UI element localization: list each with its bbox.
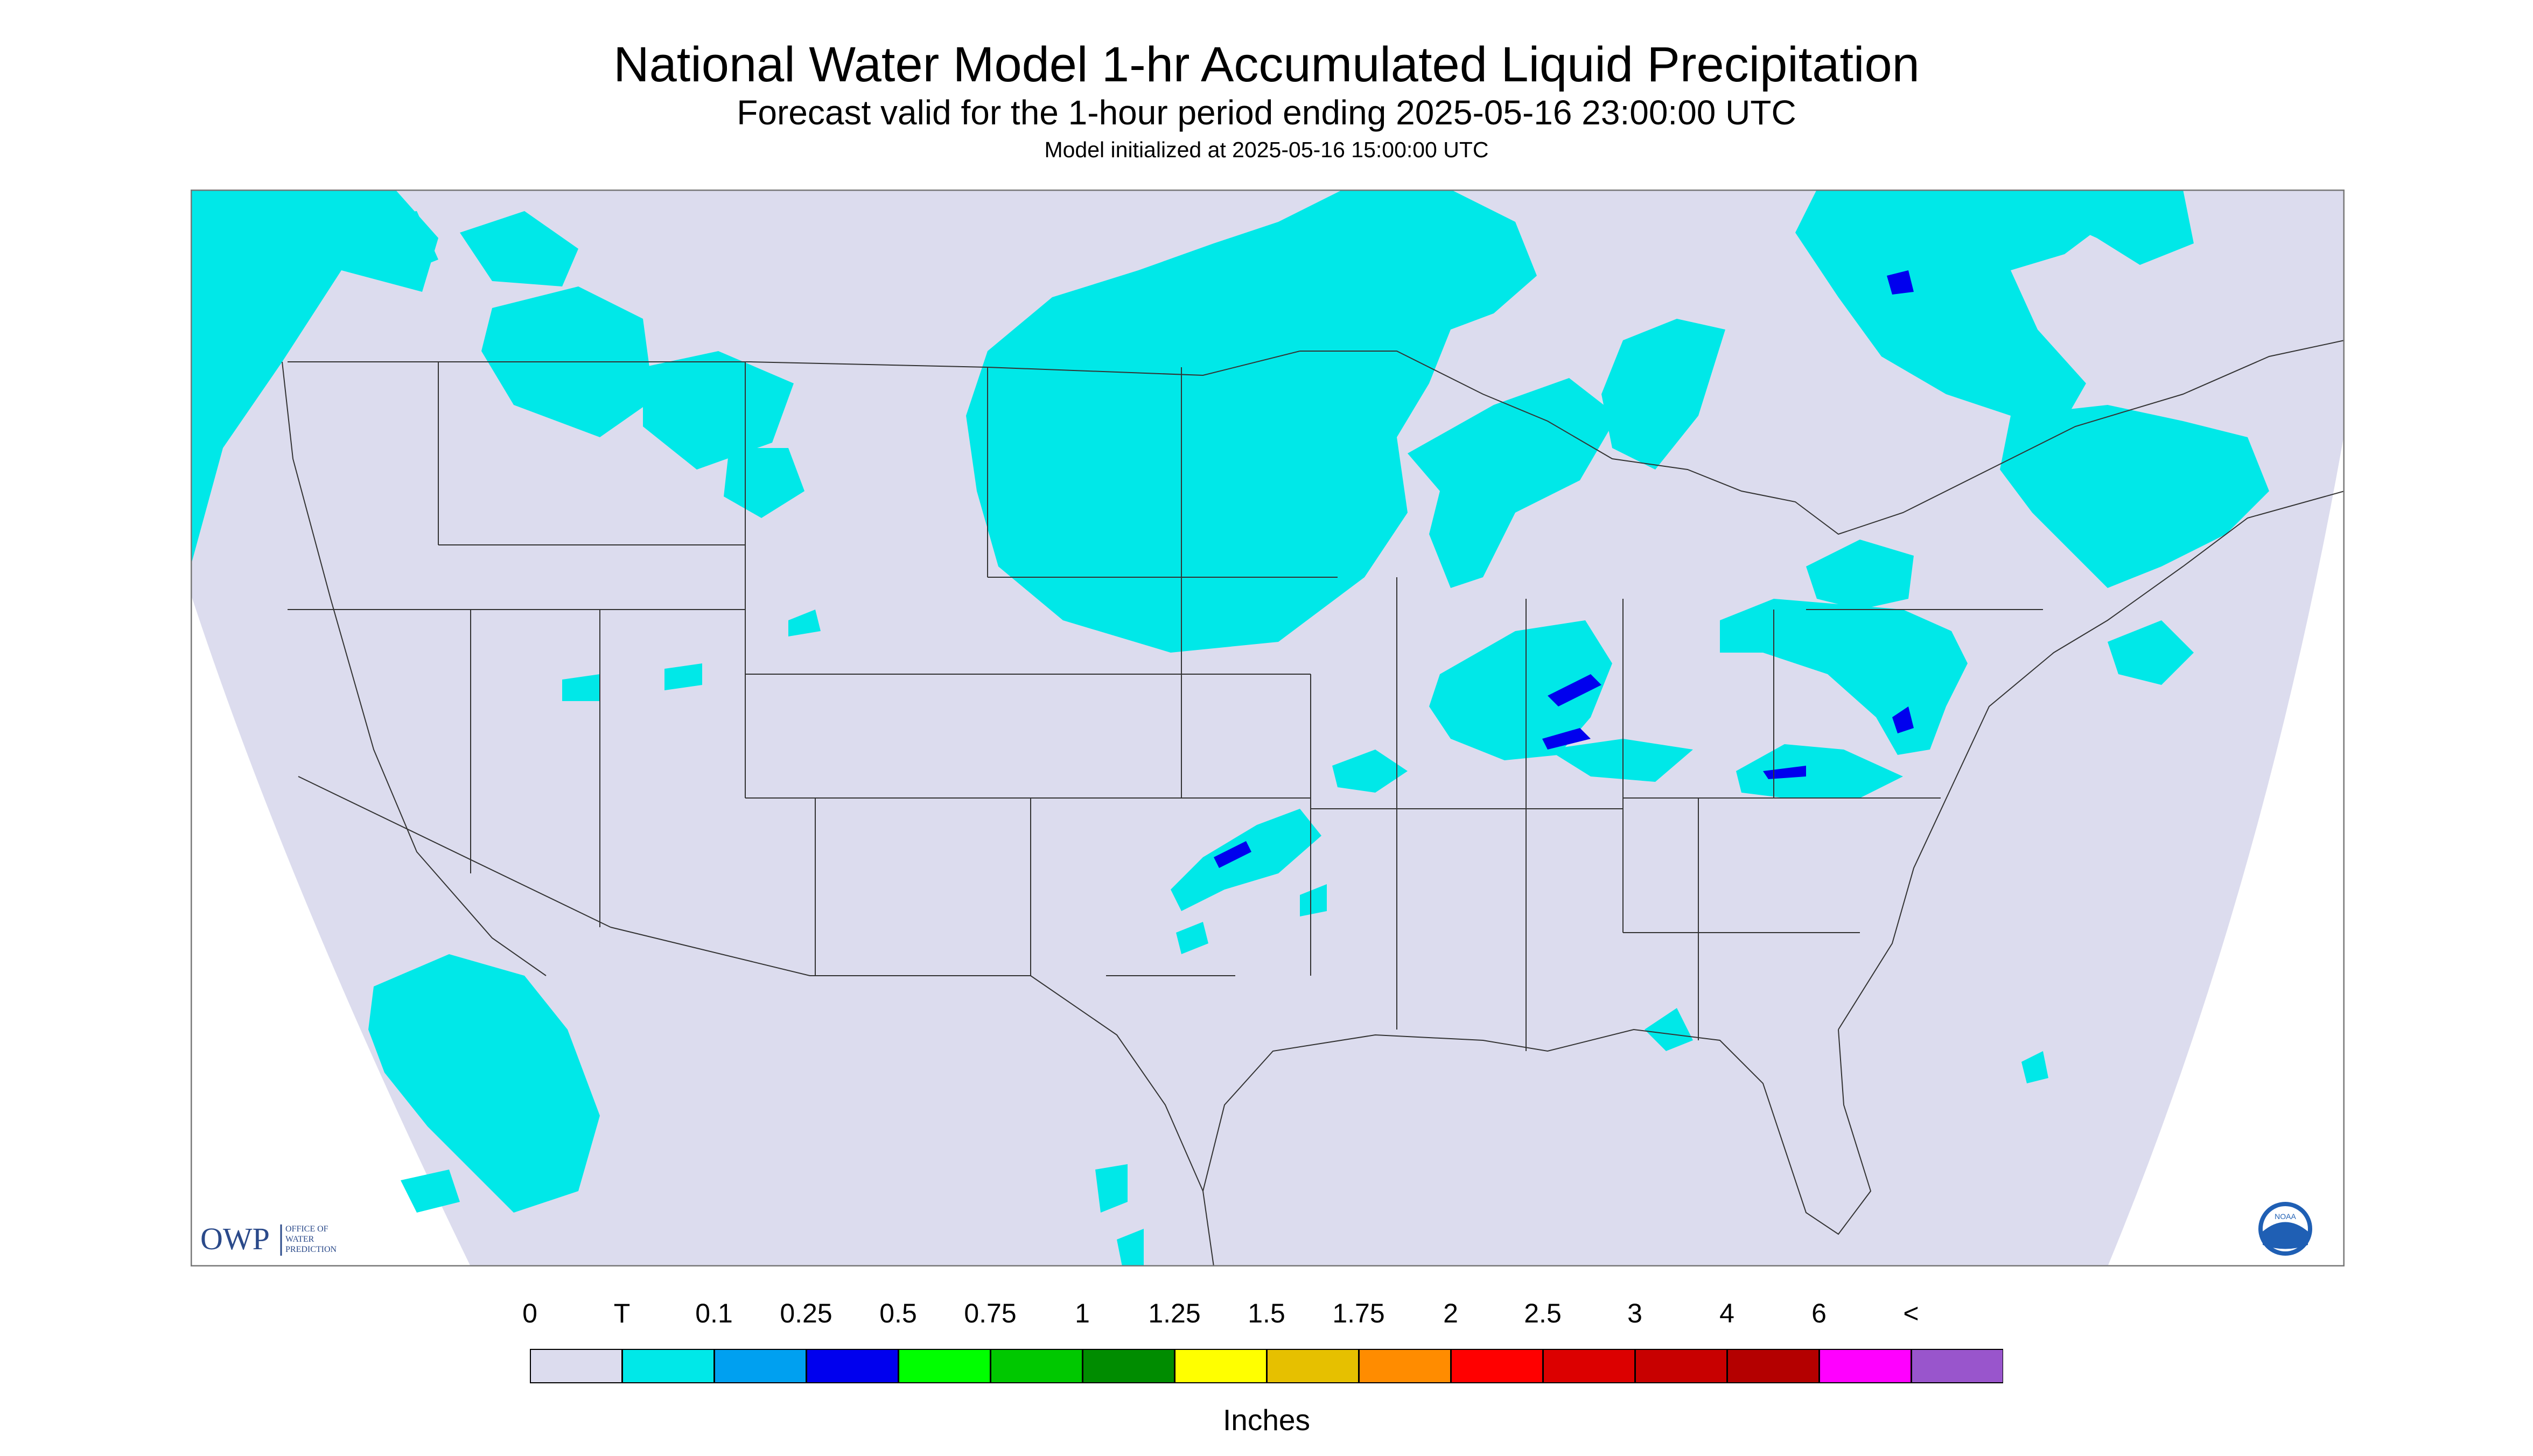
chart-title: National Water Model 1-hr Accumulated Li… — [613, 37, 1920, 92]
legend-swatch — [1174, 1349, 1267, 1383]
owp-abbr: OWP — [200, 1221, 270, 1256]
legend-tick-label: 0.75 — [964, 1298, 1017, 1328]
legend-swatch — [622, 1349, 715, 1383]
legend-swatch — [1635, 1349, 1727, 1383]
boundaries — [282, 340, 2345, 1266]
legend-tick-label: 1.75 — [1332, 1298, 1385, 1328]
owp-line3: PREDICTION — [285, 1245, 337, 1254]
legend-swatch — [898, 1349, 991, 1383]
legend-tick-label: 4 — [1719, 1298, 1734, 1328]
legend-tick-label: 0.5 — [879, 1298, 917, 1328]
west-coast — [282, 361, 547, 976]
legend-tick-label: 2.5 — [1524, 1298, 1562, 1328]
legend-swatch — [990, 1349, 1083, 1383]
color-legend — [530, 1349, 2004, 1383]
legend-labels: 0 T 0.1 0.25 0.5 0.75 1 1.25 1.5 1.75 2 2.5 3 4 6 < — [0, 1298, 2533, 1341]
units-label: Inches — [1222, 1403, 1311, 1437]
legend-swatch — [530, 1349, 622, 1383]
legend-swatch — [1819, 1349, 1912, 1383]
legend-swatch — [1266, 1349, 1359, 1383]
legend-tick-label: 1.5 — [1248, 1298, 1285, 1328]
legend-tick-label: 0 — [522, 1298, 537, 1328]
great-lakes-outline — [1300, 340, 2345, 535]
legend-swatch — [714, 1349, 807, 1383]
owp-line1: OFFICE OF — [285, 1224, 328, 1234]
legend-tick-label: T — [613, 1298, 631, 1328]
noaa-logo: NOAA — [2258, 1202, 2312, 1256]
legend-tick-label: < — [1903, 1298, 1919, 1328]
chart-subtitle: Forecast valid for the 1-hour period end… — [737, 93, 1796, 132]
legend-swatch — [1727, 1349, 1820, 1383]
east-coast — [1838, 491, 2345, 1030]
precipitation-map: OWP OFFICE OF WATER PREDICTION NOAA — [191, 190, 2345, 1266]
legend-swatch — [1543, 1349, 1635, 1383]
init-time-label: Model initialized at 2025-05-16 15:00:00… — [1044, 137, 1489, 162]
legend-tick-label: 0.25 — [780, 1298, 832, 1328]
noaa-text: NOAA — [2275, 1212, 2296, 1221]
legend-swatches — [530, 1349, 2004, 1383]
legend-tick-label: 0.1 — [695, 1298, 733, 1328]
legend-swatch — [1359, 1349, 1451, 1383]
legend-tick-label: 1.25 — [1148, 1298, 1201, 1328]
gulf-coast — [1202, 1028, 1872, 1235]
legend-swatch — [1451, 1349, 1543, 1383]
legend-swatch — [1911, 1349, 2004, 1383]
owp-line2: WATER — [285, 1235, 314, 1244]
legend-tick-label: 2 — [1443, 1298, 1458, 1328]
legend-tick-label: 1 — [1075, 1298, 1090, 1328]
legend-tick-label: 3 — [1627, 1298, 1642, 1328]
legend-swatch — [1082, 1349, 1175, 1383]
precip-light — [191, 190, 2269, 1266]
owp-logo: OWP OFFICE OF WATER PREDICTION — [200, 1221, 337, 1256]
precip-heavy — [1214, 270, 1914, 868]
legend-swatch — [806, 1349, 899, 1383]
legend-tick-label: 6 — [1811, 1298, 1827, 1328]
